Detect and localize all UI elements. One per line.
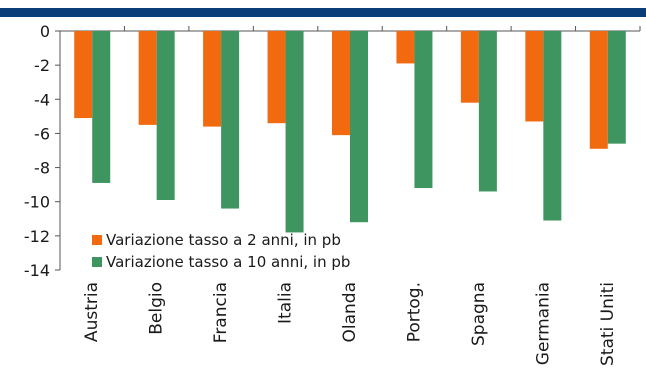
bar-10y-germania <box>543 31 562 221</box>
bar-2y-spagna <box>460 31 479 103</box>
y-tick-label: -12 <box>24 227 50 246</box>
legend-label: Variazione tasso a 10 anni, in pb <box>106 253 350 271</box>
bar-10y-austria <box>92 31 111 183</box>
y-tick-label: -8 <box>34 159 50 178</box>
x-category-label: Portog. <box>404 282 424 342</box>
legend-swatch <box>92 235 102 245</box>
bar-2y-germania <box>525 31 544 122</box>
bar-2y-portog <box>396 31 415 64</box>
bar-2y-stati-uniti <box>589 31 608 149</box>
bar-2y-italia <box>267 31 286 124</box>
x-axis: Austria Belgio Francia Italia Olanda Portog. S… <box>60 26 641 366</box>
bar-10y-spagna <box>478 31 497 192</box>
bar-2y-belgio <box>138 31 157 125</box>
y-tick-label: -6 <box>34 124 50 143</box>
legend: Variazione tasso a 2 anni, in pb Variazio… <box>92 231 350 271</box>
bar-10y-stati-uniti <box>607 31 626 144</box>
bar-2y-olanda <box>332 31 350 136</box>
bar-2y-austria <box>74 31 93 119</box>
x-category-label: Francia <box>211 282 231 343</box>
y-tick-label: -10 <box>24 193 50 212</box>
y-tick-label: -2 <box>34 56 50 75</box>
legend-label: Variazione tasso a 2 anni, in pb <box>106 231 341 249</box>
x-category-label: Germania <box>533 282 553 365</box>
bar-10y-portog <box>414 31 433 189</box>
bar-10y-belgio <box>156 31 175 201</box>
x-category-label: Spagna <box>469 282 489 346</box>
x-category-label: Austria <box>82 282 102 342</box>
y-axis: 0 -2 -4 -6 -8 -10 -12 -14 <box>24 22 61 280</box>
legend-swatch <box>92 257 102 267</box>
bar-10y-italia <box>285 31 304 233</box>
x-category-label: Olanda <box>340 282 360 343</box>
bars <box>74 31 626 233</box>
y-tick-label: -4 <box>34 90 50 109</box>
header-bar <box>0 8 646 17</box>
bar-2y-francia <box>203 31 222 127</box>
x-category-label: Italia <box>276 282 296 324</box>
y-tick-label: -14 <box>24 261 50 280</box>
x-category-label: Stati Uniti <box>598 282 618 366</box>
y-tick-label: 0 <box>40 22 50 41</box>
bar-10y-olanda <box>350 31 368 223</box>
bar-10y-francia <box>221 31 240 209</box>
x-category-label: Belgio <box>147 282 167 335</box>
